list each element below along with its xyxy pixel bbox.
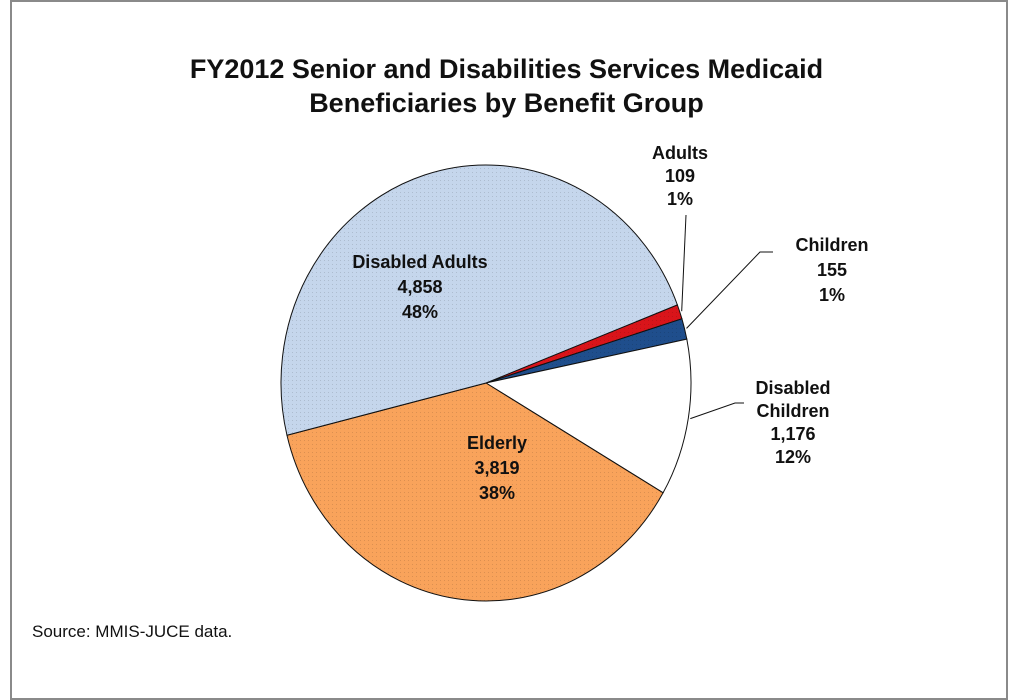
data-label-elderly: Elderly 3,819 38% [467,433,527,503]
data-label-elderly-percent-label: 38% [479,483,515,503]
data-label-adults: Adults 109 1% [652,143,708,209]
data-label-disabled-adults-label: Disabled Adults [352,252,487,272]
data-label-adults-percent-label: 1% [667,189,693,209]
data-label-disabled-children: Disabled Children 1,176 12% [755,378,830,467]
data-label-adults-value-label: 109 [665,166,695,186]
data-label-elderly-value-label: 3,819 [474,458,519,478]
data-label-disabled-children-label-line1: Disabled [755,378,830,398]
data-label-children-label: Children [795,235,868,255]
data-label-disabled-children-label-line2: Children [756,401,829,421]
source-note: Source: MMIS-JUCE data. [32,622,233,641]
chart-title: FY2012 Senior and Disabilities Services … [0,52,1013,120]
leader-line-disabled-children [690,402,744,420]
pie-slice-texture-elderly [286,383,664,601]
data-label-disabled-children-percent-label: 12% [775,447,811,467]
data-label-disabled-adults-percent-label: 48% [402,302,438,322]
leader-line-children [686,251,773,329]
data-label-disabled-adults-value-label: 4,858 [397,277,442,297]
data-label-elderly-label: Elderly [467,433,527,453]
data-label-children: Children 155 1% [795,235,868,305]
chart-title-line1: FY2012 Senior and Disabilities Services … [189,54,824,84]
data-label-adults-label: Adults [652,143,708,163]
data-label-children-value-label: 155 [817,260,847,280]
data-label-children-percent-label: 1% [819,285,845,305]
pie-slice-texture-disabled-adults [281,165,678,436]
chart-title-line2: Beneficiaries by Benefit Group [309,88,704,118]
data-label-disabled-adults: Disabled Adults 4,858 48% [352,252,487,322]
data-label-disabled-children-value-label: 1,176 [770,424,815,444]
pie-slice-disabled-children [484,338,692,494]
pie-chart: Adults 109 1% Children 155 1% Disabled Children… [280,143,869,602]
leader-line-adults [681,214,687,312]
pie-slice-texture-children [486,318,687,383]
